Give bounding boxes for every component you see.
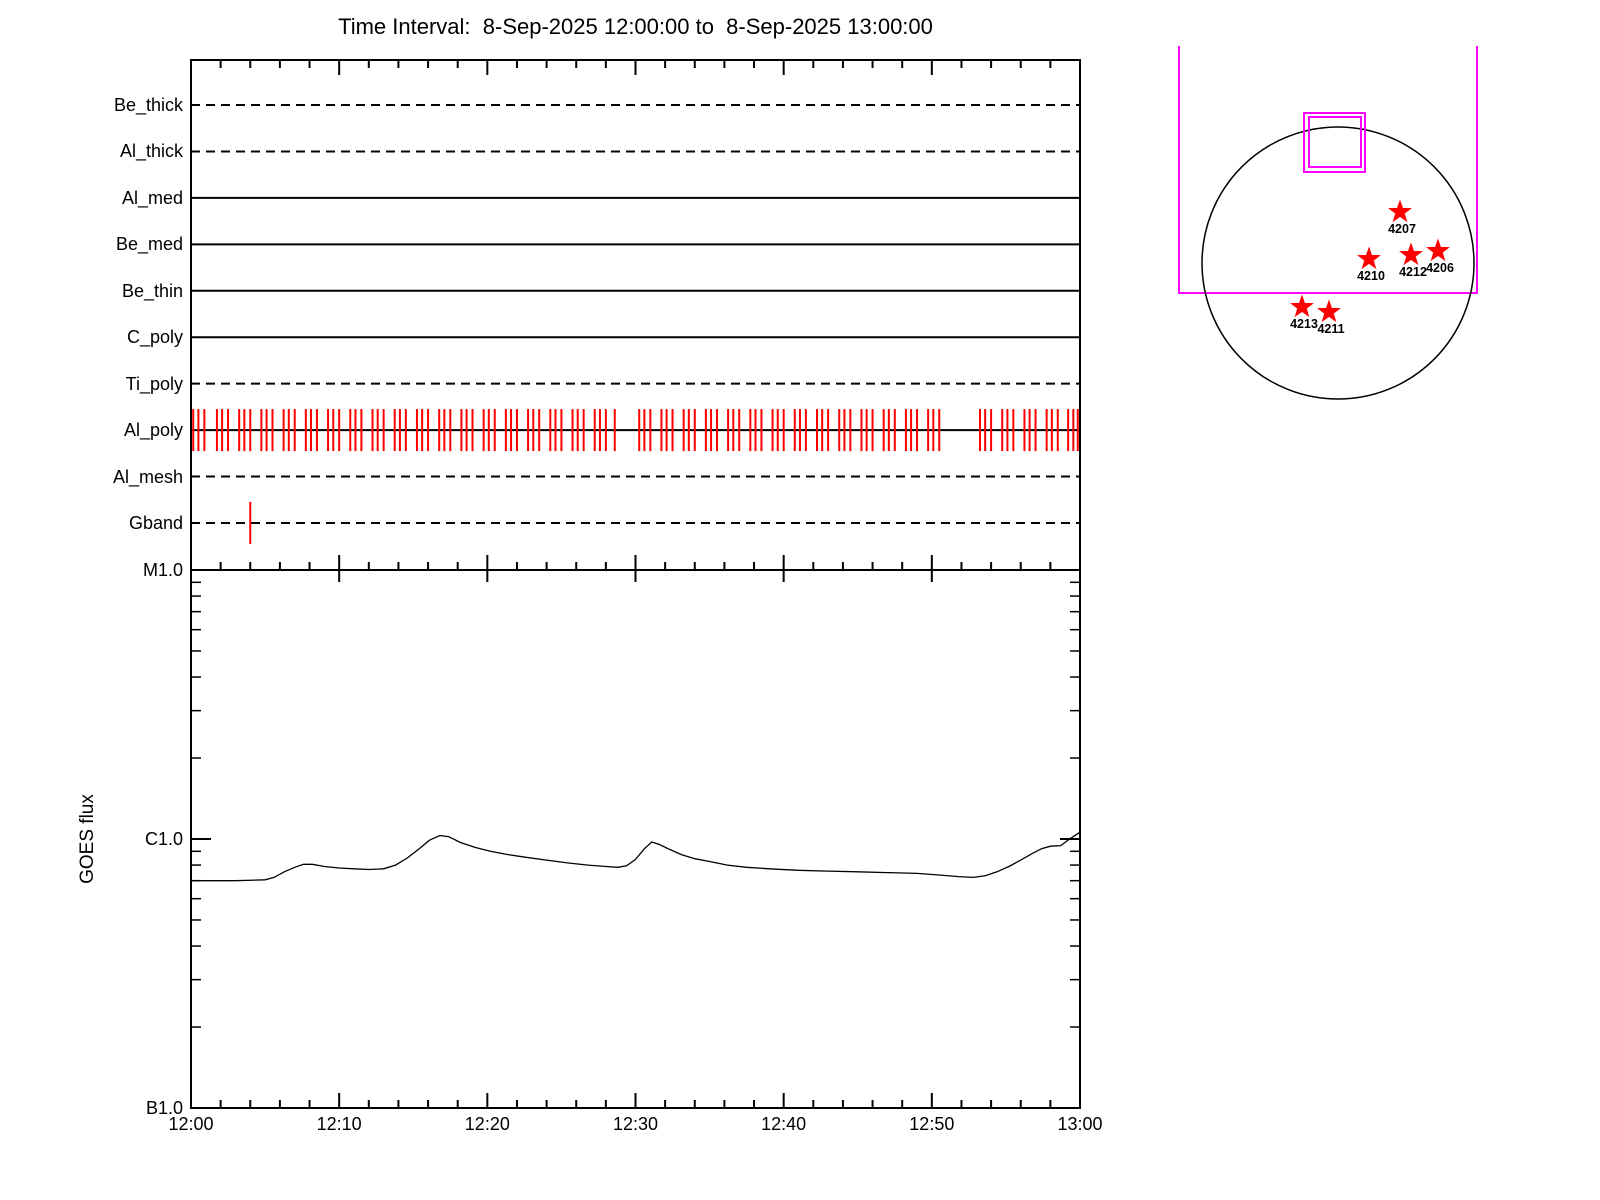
filter-label-be_thick: Be_thick xyxy=(113,95,183,115)
goes-axis-title: GOES flux xyxy=(77,794,98,884)
filter-label-gband: Gband xyxy=(128,512,183,533)
filter-label-al_poly: Al_poly xyxy=(123,420,183,441)
x-tick-label-12-50: 12:50 xyxy=(909,1114,955,1134)
active-region-star-4212 xyxy=(1399,242,1423,266)
x-tick-label-12-00: 12:00 xyxy=(168,1114,214,1134)
active-region-label-4207: 4207 xyxy=(1388,222,1416,236)
active-region-star-4207 xyxy=(1388,199,1412,223)
x-tick-label-12-10: 12:10 xyxy=(316,1114,362,1134)
active-region-star-4213 xyxy=(1290,294,1314,318)
filter-label-be_thin: Be_thin xyxy=(121,280,183,301)
x-tick-label-12-30: 12:30 xyxy=(612,1114,659,1134)
y-tick-label-b1-0: B1.0 xyxy=(145,1098,183,1118)
filter-label-ti_poly: Ti_poly xyxy=(125,373,183,394)
goes-flux-curve xyxy=(191,831,1081,882)
x-tick-label-12-20: 12:20 xyxy=(464,1114,510,1134)
active-region-label-4210: 4210 xyxy=(1357,269,1385,283)
filter-label-be_med: Be_med xyxy=(115,234,183,255)
active-region-label-4211: 4211 xyxy=(1317,322,1344,336)
active-region-star-4210 xyxy=(1357,246,1381,270)
active-region-star-4206 xyxy=(1426,238,1450,262)
x-tick-label-13-00: 13:00 xyxy=(1057,1114,1103,1134)
y-tick-label-c1-0: C1.0 xyxy=(144,829,183,849)
filter-label-al_mesh: Al_mesh xyxy=(112,466,183,487)
y-tick-label-m1-0: M1.0 xyxy=(142,560,183,580)
x-tick-label-12-40: 12:40 xyxy=(761,1114,807,1134)
goes-panel-border xyxy=(190,569,1081,1109)
page-title: Time Interval: 8-Sep-2025 12:00:00 to 8-… xyxy=(338,14,933,39)
xrt-fov-box-inner xyxy=(1308,116,1362,168)
filter-label-al_thick: Al_thick xyxy=(119,141,183,162)
filter-label-c_poly: C_poly xyxy=(126,327,183,348)
filter-label-al_med: Al_med xyxy=(121,187,183,208)
pointing-boundary xyxy=(1178,46,1478,294)
solar-limb-circle xyxy=(1201,126,1475,400)
xrt-fov-box-outer xyxy=(1303,112,1366,173)
timeline-panel-border xyxy=(190,59,1081,571)
active-region-label-4212: 4212 xyxy=(1399,265,1427,279)
active-region-label-4213: 4213 xyxy=(1290,317,1318,331)
active-region-star-4211 xyxy=(1317,299,1341,323)
active-region-label-4206: 4206 xyxy=(1426,261,1454,275)
